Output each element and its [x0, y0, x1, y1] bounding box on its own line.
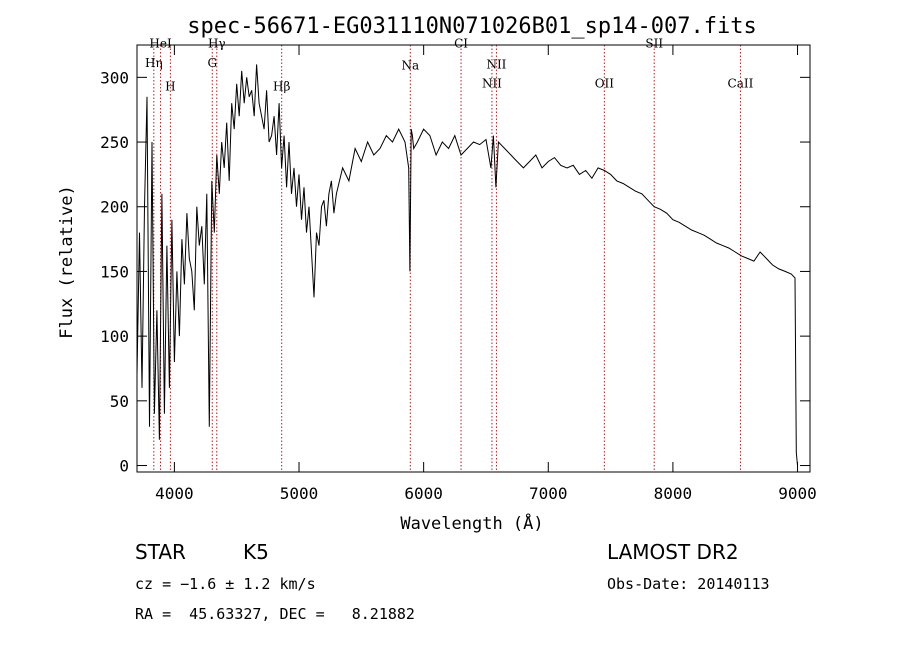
- y-axis-ticks: 0 50 100 150 200 250 300: [100, 68, 810, 476]
- y-tick-label-200: 200: [100, 198, 129, 217]
- spectral-line-label-10: OII: [595, 77, 615, 91]
- survey-name: LAMOST DR2: [607, 540, 739, 564]
- spectral-line-label-6: Na: [401, 59, 419, 73]
- spectral-line-label-7: CI: [454, 37, 468, 51]
- spectral-line-label-1: HeI: [149, 37, 172, 51]
- y-axis-label: Flux (relative): [57, 185, 77, 339]
- spectral-line-label-11: SII: [645, 37, 663, 51]
- spectral-line-label-9: NII: [482, 77, 502, 91]
- y-tick-label-300: 300: [100, 68, 129, 87]
- x-tick-label-9000: 9000: [778, 484, 817, 503]
- y-tick-label-250: 250: [100, 133, 129, 152]
- x-axis-ticks: 4000 5000 6000 7000 8000 9000: [155, 45, 817, 503]
- spectral-line-markers: Hη HeI H Hγ G Hβ Na CI NII NII OII SII CaII: [145, 37, 754, 472]
- y-tick-label-100: 100: [100, 327, 129, 346]
- spectrum-line: [136, 64, 798, 466]
- observation-date: Obs-Date: 20140113: [607, 575, 770, 593]
- x-tick-label-8000: 8000: [654, 484, 693, 503]
- spectral-line-label-0: Hη: [145, 56, 163, 70]
- x-tick-label-4000: 4000: [155, 484, 194, 503]
- x-axis-label: Wavelength (Å): [400, 512, 543, 534]
- x-tick-label-7000: 7000: [529, 484, 568, 503]
- spectral-line-label-8: NII: [486, 57, 506, 71]
- plot-frame: [136, 44, 811, 473]
- spectral-line-label-12: CaII: [728, 77, 754, 91]
- x-tick-label-6000: 6000: [404, 484, 443, 503]
- object-subclass: K5: [243, 540, 269, 564]
- y-tick-label-0: 0: [119, 457, 129, 476]
- y-tick-label-50: 50: [110, 392, 129, 411]
- chart-title: spec-56671-EG031110N071026B01_sp14-007.f…: [187, 14, 757, 39]
- coordinates-info: RA = 45.63327, DEC = 8.21882: [135, 605, 415, 623]
- redshift-info: cz = −1.6 ± 1.2 km/s: [135, 575, 316, 593]
- object-class: STAR: [135, 540, 186, 564]
- y-tick-label-150: 150: [100, 262, 129, 281]
- spectral-line-label-3: Hγ: [208, 37, 226, 51]
- spectral-line-label-4: G: [207, 56, 217, 70]
- x-tick-label-5000: 5000: [280, 484, 319, 503]
- spectral-line-label-5: Hβ: [273, 79, 290, 93]
- spectral-line-label-2: H: [165, 79, 175, 93]
